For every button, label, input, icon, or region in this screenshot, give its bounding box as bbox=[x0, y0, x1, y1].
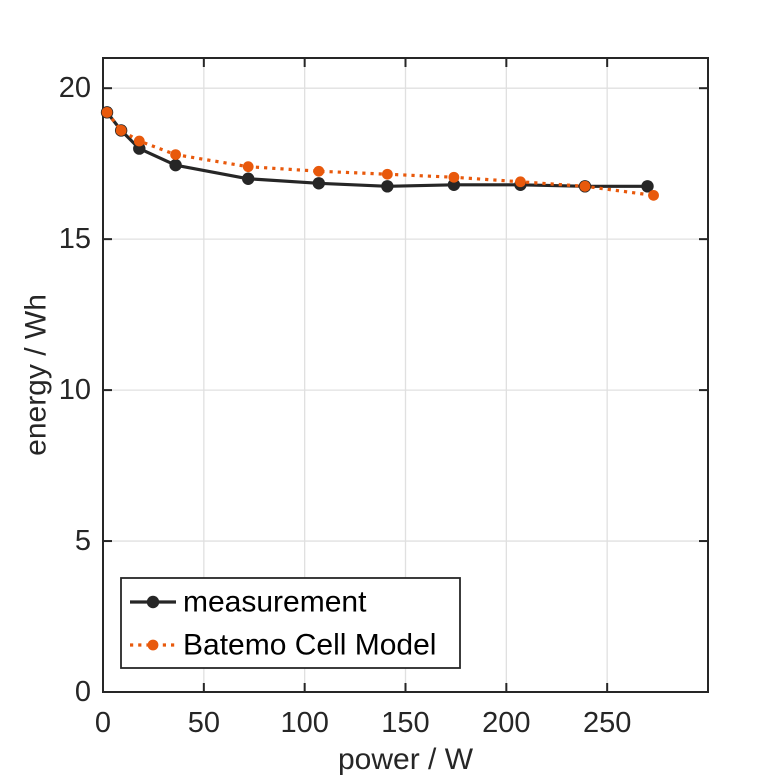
x-tick-label-100: 100 bbox=[280, 707, 328, 739]
x-tick-label-150: 150 bbox=[381, 707, 429, 739]
axes-box bbox=[102, 57, 709, 693]
data-point-batemo-cell-model-2 bbox=[133, 135, 145, 147]
data-point-batemo-cell-model-8 bbox=[515, 176, 526, 188]
legend-marker-measurement bbox=[146, 595, 160, 609]
legend-entry-batemo-cell-model: Batemo Cell Model bbox=[130, 629, 436, 662]
y-tick-label-0: 0 bbox=[75, 676, 91, 708]
series-batemo-cell-model bbox=[101, 106, 659, 201]
y-tick-label-20: 20 bbox=[59, 72, 91, 104]
legend-marker-batemo-cell-model bbox=[147, 639, 159, 651]
legend-entry-measurement: measurement bbox=[130, 586, 367, 619]
x-tick-label-200: 200 bbox=[482, 707, 530, 739]
x-tick-label-50: 50 bbox=[188, 707, 220, 739]
data-point-measurement-2 bbox=[133, 142, 146, 155]
x-tick-label-250: 250 bbox=[583, 707, 631, 739]
data-point-batemo-cell-model-10 bbox=[648, 189, 659, 201]
y-tick-label-15: 15 bbox=[59, 223, 91, 255]
data-point-measurement-6 bbox=[381, 180, 394, 193]
legend: measurement Batemo Cell Model bbox=[120, 577, 461, 669]
data-point-measurement-7 bbox=[447, 178, 461, 191]
data-point-measurement-5 bbox=[312, 177, 325, 190]
data-point-batemo-cell-model-9 bbox=[579, 180, 591, 192]
data-point-measurement-10 bbox=[641, 180, 654, 193]
x-tick-label-0: 0 bbox=[95, 707, 111, 739]
legend-label-measurement: measurement bbox=[183, 586, 367, 619]
y-tick-label-5: 5 bbox=[75, 525, 91, 557]
legend-label-batemo-cell-model: Batemo Cell Model bbox=[183, 629, 436, 662]
legend-box bbox=[120, 577, 461, 669]
data-point-measurement-3 bbox=[169, 158, 182, 172]
y-axis-label: energy / Wh bbox=[20, 294, 53, 456]
data-point-batemo-cell-model-7 bbox=[448, 171, 460, 183]
data-point-batemo-cell-model-1 bbox=[115, 125, 127, 136]
data-point-batemo-cell-model-5 bbox=[313, 165, 325, 177]
data-point-batemo-cell-model-4 bbox=[242, 161, 254, 173]
data-point-measurement-4 bbox=[242, 172, 255, 185]
x-axis-label: power / W bbox=[338, 743, 474, 776]
y-tick-label-10: 10 bbox=[59, 374, 91, 406]
data-point-batemo-cell-model-3 bbox=[170, 149, 182, 161]
data-point-batemo-cell-model-0 bbox=[101, 106, 113, 118]
data-point-batemo-cell-model-6 bbox=[381, 168, 393, 180]
grid-lines bbox=[103, 58, 708, 692]
